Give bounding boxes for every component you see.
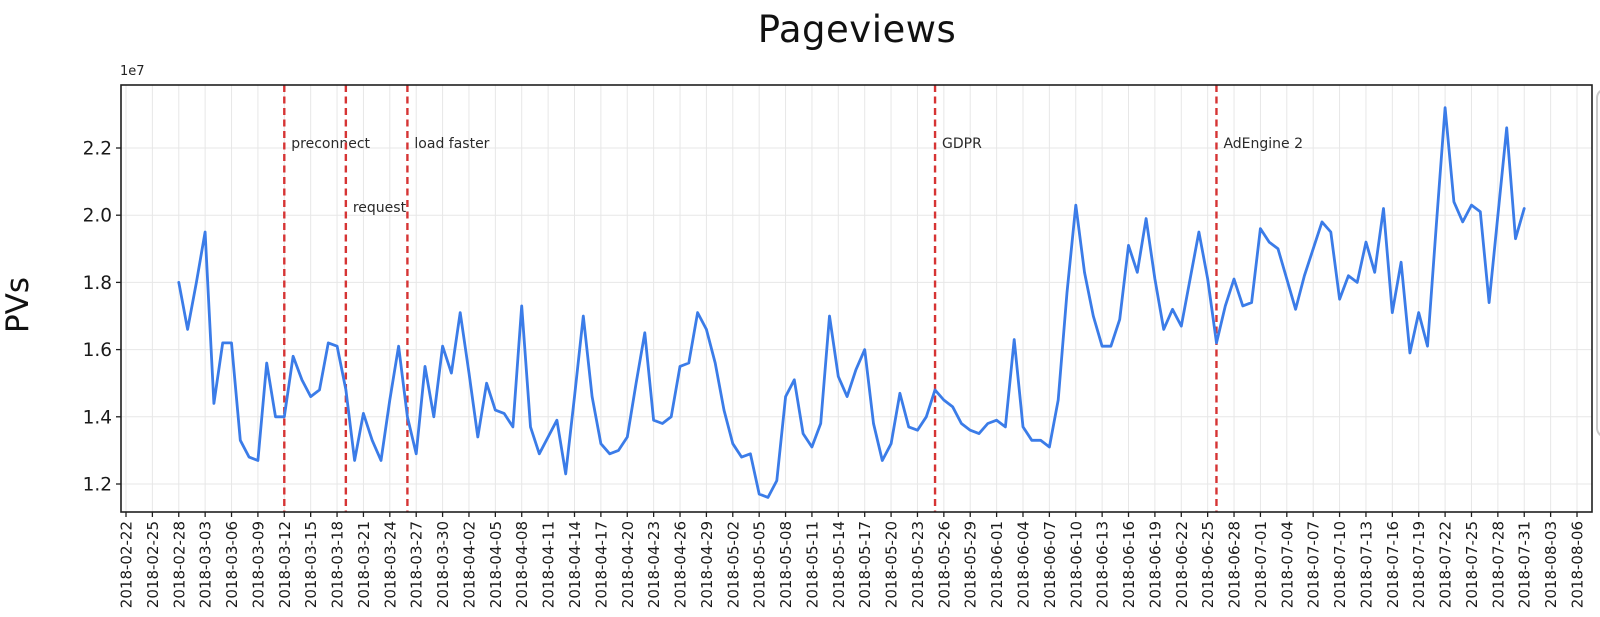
y-tick-label: 1.6 bbox=[83, 340, 112, 361]
x-tick-label: 2018-04-26 bbox=[672, 521, 690, 608]
event-annotation: load faster bbox=[414, 136, 489, 152]
x-tick-label: 2018-06-25 bbox=[1199, 521, 1217, 608]
x-tick-label: 2018-05-14 bbox=[830, 521, 848, 608]
x-tick-label: 2018-04-05 bbox=[487, 521, 505, 608]
x-tick-label: 2018-07-10 bbox=[1331, 521, 1349, 608]
x-tick-label: 2018-03-09 bbox=[249, 521, 267, 608]
x-tick-label: 2018-07-25 bbox=[1463, 521, 1481, 608]
x-tick-label: 2018-06-19 bbox=[1146, 521, 1164, 608]
x-tick-label: 2018-06-13 bbox=[1094, 521, 1112, 608]
x-tick-label: 2018-05-17 bbox=[856, 521, 874, 608]
x-tick-label: 2018-08-03 bbox=[1542, 521, 1560, 608]
x-tick-label: 2018-05-26 bbox=[935, 521, 953, 608]
y-tick-label: 2.2 bbox=[83, 139, 112, 160]
x-tick-label: 2018-02-25 bbox=[144, 521, 162, 608]
x-tick-label: 2018-07-01 bbox=[1252, 521, 1270, 608]
x-tick-label: 2018-07-22 bbox=[1437, 521, 1455, 608]
x-tick-label: 2018-04-29 bbox=[698, 521, 716, 608]
x-tick-label: 2018-06-28 bbox=[1226, 521, 1244, 608]
x-tick-label: 2018-04-20 bbox=[619, 521, 637, 608]
x-tick-label: 2018-06-10 bbox=[1067, 521, 1085, 608]
x-tick-label: 2018-05-11 bbox=[803, 521, 821, 608]
x-tick-label: 2018-03-12 bbox=[276, 521, 294, 608]
y-tick-label: 2.0 bbox=[83, 206, 112, 227]
x-tick-label: 2018-07-07 bbox=[1305, 521, 1323, 608]
x-tick-label: 2018-03-21 bbox=[355, 521, 373, 608]
x-tick-label: 2018-05-20 bbox=[883, 521, 901, 608]
event-annotation: AdEngine 2 bbox=[1223, 136, 1303, 152]
x-tick-label: 2018-03-24 bbox=[381, 521, 399, 608]
x-tick-label: 2018-07-28 bbox=[1489, 521, 1507, 608]
x-tick-label: 2018-07-19 bbox=[1410, 521, 1428, 608]
y-axis-label: PVs bbox=[0, 276, 36, 334]
x-tick-label: 2018-06-07 bbox=[1041, 521, 1059, 608]
x-tick-label: 2018-04-11 bbox=[540, 521, 558, 608]
x-tick-label: 2018-03-06 bbox=[223, 521, 241, 608]
x-tick-label: 2018-07-16 bbox=[1384, 521, 1402, 608]
x-tick-label: 2018-06-04 bbox=[1014, 521, 1032, 608]
pageviews-line-series bbox=[177, 106, 1526, 499]
chart-title: Pageviews bbox=[757, 8, 957, 51]
x-tick-label: 2018-06-01 bbox=[988, 521, 1006, 608]
x-tick-label: 2018-04-17 bbox=[592, 521, 610, 608]
x-tick-label: 2018-02-28 bbox=[170, 521, 188, 608]
y-tick-label: 1.8 bbox=[83, 273, 112, 294]
plot-border bbox=[120, 84, 1593, 513]
x-tick-label: 2018-05-29 bbox=[962, 521, 980, 608]
x-tick-label: 2018-06-16 bbox=[1120, 521, 1138, 608]
x-tick-label: 2018-08-06 bbox=[1569, 521, 1587, 608]
event-annotation: GDPR bbox=[942, 136, 982, 152]
x-tick-label: 2018-04-14 bbox=[566, 521, 584, 608]
x-tick-label: 2018-04-08 bbox=[513, 521, 531, 608]
y-axis-offset-label: 1e7 bbox=[120, 64, 145, 79]
x-tick-label: 2018-03-15 bbox=[302, 521, 320, 608]
x-tick-label: 2018-07-13 bbox=[1357, 521, 1375, 608]
x-tick-label: 2018-03-30 bbox=[434, 521, 452, 608]
event-annotation: request bbox=[353, 200, 407, 216]
y-tick-label: 1.4 bbox=[83, 407, 112, 428]
x-tick-label: 2018-07-31 bbox=[1516, 521, 1534, 608]
x-tick-label: 2018-04-02 bbox=[460, 521, 478, 608]
x-tick-label: 2018-03-27 bbox=[408, 521, 426, 608]
x-tick-label: 2018-07-04 bbox=[1278, 521, 1296, 608]
x-tick-label: 2018-05-08 bbox=[777, 521, 795, 608]
x-tick-label: 2018-04-23 bbox=[645, 521, 663, 608]
x-tick-label: 2018-02-22 bbox=[118, 521, 136, 608]
x-tick-label: 2018-03-18 bbox=[329, 521, 347, 608]
event-annotation: preconnect bbox=[291, 136, 370, 152]
x-tick-label: 2018-05-02 bbox=[724, 521, 742, 608]
x-tick-label: 2018-03-03 bbox=[197, 521, 215, 608]
x-tick-label: 2018-06-22 bbox=[1173, 521, 1191, 608]
x-tick-label: 2018-05-05 bbox=[751, 521, 769, 608]
x-tick-label: 2018-05-23 bbox=[909, 521, 927, 608]
scrollbar-thumb[interactable] bbox=[1596, 88, 1600, 438]
y-tick-label: 1.2 bbox=[83, 475, 112, 496]
